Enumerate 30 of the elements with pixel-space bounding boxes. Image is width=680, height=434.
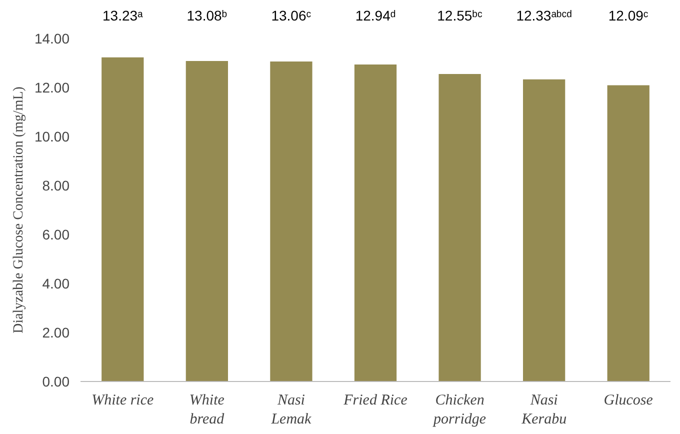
- bar: [186, 61, 228, 382]
- x-tick-label: White bread: [189, 392, 225, 428]
- y-tick-label: 2.00: [42, 324, 70, 340]
- data-label: 13.23ᵃ: [102, 8, 144, 24]
- y-tick-label: 6.00: [42, 226, 70, 242]
- x-tick-label: Glucose: [604, 392, 654, 408]
- bar: [607, 85, 650, 382]
- bar: [354, 64, 397, 382]
- data-label: 13.06ᶜ: [271, 8, 312, 24]
- y-tick-label: 10.00: [34, 128, 70, 144]
- y-tick-label: 4.00: [42, 276, 70, 292]
- data-label: 12.09ᶜ: [608, 8, 648, 24]
- x-tick-label: Nasi Kerabu: [520, 392, 567, 428]
- y-axis-title: Dialyzable Glucose Concentration (mg/mL): [11, 86, 26, 334]
- y-tick-label: 12.00: [34, 80, 70, 96]
- x-tick-label: White rice: [92, 392, 154, 408]
- x-tick-label: Chicken porridge: [432, 392, 486, 428]
- data-label: 13.08ᵇ: [186, 8, 228, 24]
- bar: [438, 74, 481, 382]
- bar: [270, 62, 312, 382]
- data-label: 12.94ᵈ: [355, 8, 396, 24]
- data-label: 12.55ᵇᶜ: [437, 8, 482, 24]
- bar: [523, 79, 566, 382]
- y-tick-label: 14.00: [34, 30, 70, 46]
- bar: [102, 57, 144, 382]
- x-tick-label: Nasi Lemak: [270, 392, 312, 428]
- y-tick-label: 8.00: [42, 178, 70, 194]
- y-tick-label: 0.00: [42, 374, 70, 390]
- x-tick-label: Fried Rice: [342, 392, 408, 408]
- data-label: 12.33ᵃᵇᶜᵈ: [516, 8, 572, 24]
